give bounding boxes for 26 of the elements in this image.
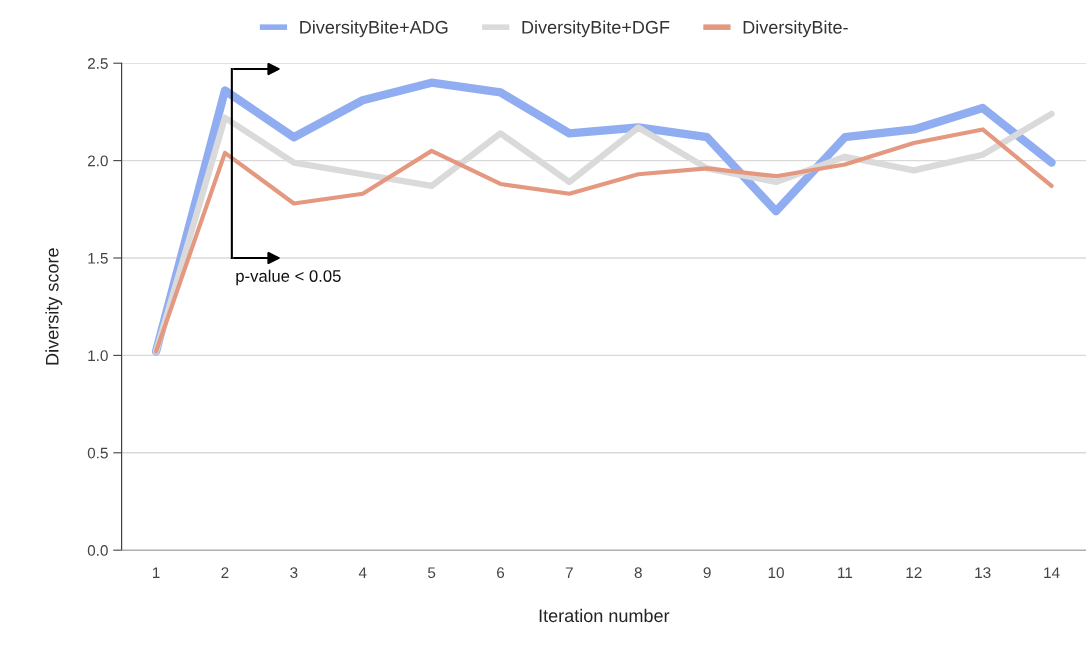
y-tick-label: 0.5 bbox=[87, 447, 108, 459]
legend-label: DiversityBite- bbox=[743, 20, 848, 38]
x-tick-label: 3 bbox=[290, 567, 298, 579]
y-tick-label: 1.5 bbox=[88, 253, 108, 264]
y-tick-label: 2.0 bbox=[87, 155, 108, 167]
x-tick-label: 10 bbox=[768, 567, 784, 579]
x-tick-label: 4 bbox=[358, 567, 367, 578]
x-tick-label: 2 bbox=[221, 567, 229, 578]
x-tick-label: 5 bbox=[427, 567, 436, 579]
y-tick-label: 0.0 bbox=[87, 545, 108, 556]
x-tick-label: 7 bbox=[565, 567, 573, 578]
legend-label: DiversityBite+ADG bbox=[300, 20, 448, 38]
x-tick-label: 14 bbox=[1044, 567, 1060, 578]
y-axis-title: Diversity score bbox=[45, 248, 63, 365]
x-tick-label: 12 bbox=[906, 567, 922, 578]
x-tick-label: 8 bbox=[634, 567, 642, 579]
x-tick-label: 1 bbox=[152, 567, 160, 578]
annotation: p-value < 0.05 bbox=[236, 269, 341, 286]
y-tick-label: 1.0 bbox=[88, 350, 108, 362]
y-tick-label: 2.5 bbox=[87, 58, 108, 69]
x-axis-title: Iteration number bbox=[539, 608, 670, 623]
x-tick-label: 11 bbox=[838, 567, 853, 578]
x-tick-label: 6 bbox=[497, 567, 505, 579]
x-tick-label: 9 bbox=[703, 567, 711, 579]
legend-label: DiversityBite+DGF bbox=[522, 20, 670, 38]
x-tick-label: 13 bbox=[975, 567, 991, 579]
